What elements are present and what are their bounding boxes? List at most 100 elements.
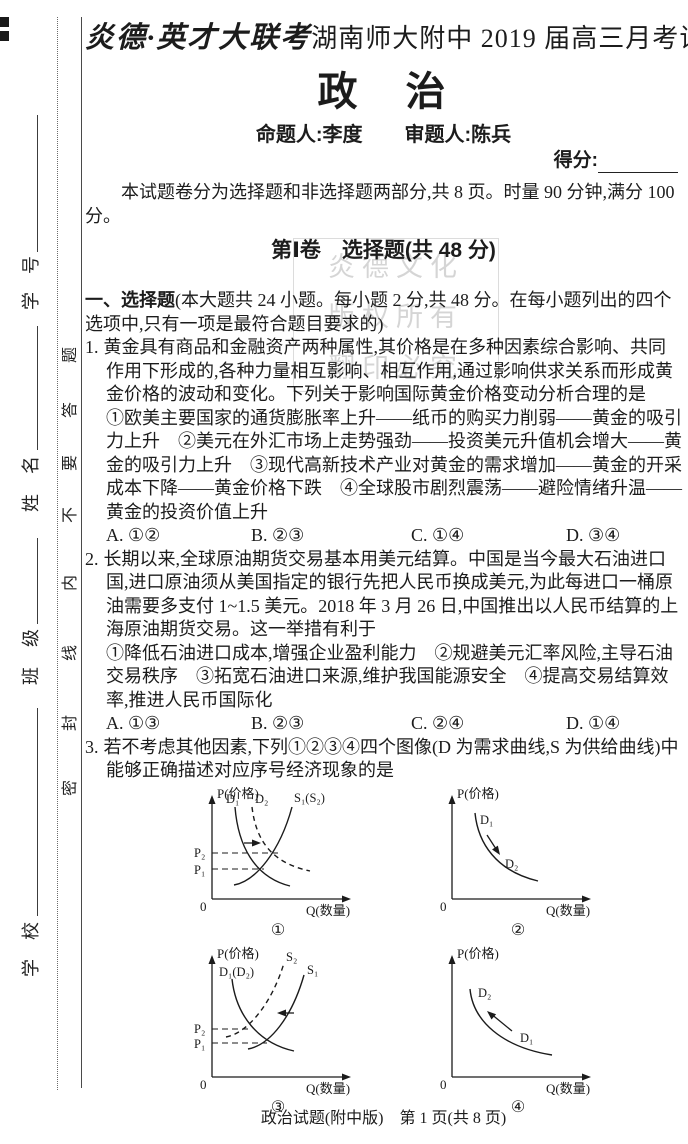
origin-label: 0: [440, 899, 447, 914]
x-axis-label: Q(数量): [306, 903, 350, 918]
x-axis-arrow: [582, 895, 591, 902]
d-label: D₁(D₂): [219, 965, 254, 979]
graph-2: P(价格) D₁ D₂ 0 Q(数量) ②: [440, 787, 591, 939]
d1-label: D₁: [480, 813, 493, 827]
d2-label: D₂: [505, 857, 518, 871]
y-axis-arrow: [208, 794, 216, 804]
supply-curve-s1: [247, 974, 305, 1050]
option-d: D. ①④: [566, 713, 621, 733]
graph-3: P(价格) D₁(D₂) S₂ S₁ P₂ P₁ 0 Q(数量) ③: [194, 946, 351, 1116]
setter-name: 命题人:李度: [255, 124, 363, 146]
exam-page: 炎德·英才大联考湖南师大附中 2019 届高三月考试卷(一) 政 治 命题人:李…: [85, 0, 688, 1117]
graph-number: ①: [271, 922, 285, 939]
graph-number: ②: [511, 922, 525, 939]
demand-curve: [474, 812, 539, 882]
question-stem: 3. 若不考虑其他因素,下列①②③④四个图像(D 为需求曲线,S 为供给曲线)中能…: [85, 736, 682, 783]
shift-right-arrow: [252, 839, 261, 846]
x-axis-arrow: [342, 1073, 351, 1080]
seal-phrase-char: 密: [62, 780, 79, 797]
supply-curve-s2: [225, 962, 285, 1038]
student-id-blank-line: [37, 115, 38, 252]
origin-label: 0: [200, 1077, 207, 1092]
name-blank-line: [37, 326, 38, 450]
d1-label: D₁: [226, 792, 239, 806]
shift-left-arrow: [277, 1009, 286, 1016]
demand-curve: [231, 978, 295, 1052]
school-blank-line: [37, 708, 38, 916]
section-intro-rest: (本大题共 24 小题。每小题 2 分,共 48 分。在每小题列出的四个选项中,…: [85, 290, 672, 334]
seal-phrase-char: 线: [62, 645, 79, 662]
registration-mark: [0, 31, 9, 41]
school-label-char: 校: [21, 922, 41, 940]
reviewer-name: 审题人:陈兵: [404, 124, 512, 146]
options-row: A. ①② B. ②③ C. ①④ D. ③④: [85, 524, 682, 548]
seal-margin: 号 学 名 姓 级 班 校 学 题 答 要 不 内 线 封 密: [0, 0, 84, 1144]
origin-label: 0: [440, 1077, 447, 1092]
demand-curve: [469, 988, 553, 1056]
d2-label: D₂: [255, 792, 268, 806]
score-label: 得分:: [553, 150, 598, 171]
registration-mark: [0, 17, 9, 27]
question-2: 2. 长期以来,全球原油期货交易基本用美元结算。中国是当今最大石油进口国,进口原油…: [85, 548, 682, 736]
exam-header: 炎德·英才大联考湖南师大附中 2019 届高三月考试卷(一): [85, 20, 688, 61]
seal-phrase-char: 答: [62, 402, 79, 419]
option-c: C. ①④: [411, 525, 465, 545]
student-id-label-char: 号: [21, 256, 41, 274]
option-c: C. ②④: [411, 713, 465, 733]
p2-label: P₂: [194, 846, 205, 860]
graph-4: P(价格) D₂ D₁ 0 Q(数量) ④: [440, 946, 591, 1116]
p2-label: P₂: [194, 1022, 205, 1036]
x-axis-label: Q(数量): [546, 903, 590, 918]
page-footer: 政治试题(附中版) 第 1 页(共 8 页): [260, 1110, 507, 1127]
option-b: B. ②③: [251, 713, 305, 733]
supply-curve: [233, 806, 293, 886]
subject-title: 政 治: [317, 70, 450, 114]
demand-curve-d2: [251, 806, 311, 872]
question-number: 3.: [85, 736, 99, 757]
seal-phrase-char: 封: [62, 715, 79, 732]
class-label-char: 级: [21, 629, 41, 647]
question-stem: 2. 长期以来,全球原油期货交易基本用美元结算。中国是当今最大石油进口国,进口原油…: [85, 548, 682, 642]
y-axis-label: P(价格): [457, 946, 499, 961]
seal-phrase-char: 不: [62, 507, 79, 524]
seal-phrase-char: 内: [62, 575, 79, 592]
content-border-line: [81, 17, 82, 1088]
y-axis-label: P(价格): [457, 787, 499, 801]
question-1: 1. 黄金具有商品和金融资产两种属性,其价格是在多种因素综合影响、共同作用下形成的…: [85, 336, 682, 548]
question-number: 2.: [85, 548, 99, 569]
origin-label: 0: [200, 899, 207, 914]
section-1-title: 第Ⅰ卷 选择题(共 48 分): [271, 239, 496, 262]
exam-instructions: 本试题卷分为选择题和非选择题两部分,共 8 页。时量 90 分钟,满分 100 …: [85, 182, 675, 226]
s1-label: S₁: [307, 963, 318, 977]
graph-1: P(价格) D₁ D₂ S₁(S₂) P₂ P₁ 0 Q(数量) ①: [194, 787, 351, 939]
y-axis-label: P(价格): [217, 787, 259, 801]
p1-label: P₁: [194, 863, 205, 877]
option-a: A. ①③: [106, 713, 161, 733]
s-label: S₁(S₂): [294, 791, 325, 805]
y-axis-label: P(价格): [217, 946, 259, 961]
brand-title: 炎德·英才大联考: [85, 22, 312, 54]
movement-arrow: [487, 1010, 497, 1020]
y-axis-arrow: [448, 794, 456, 804]
demand-curve-d1: [234, 806, 291, 887]
y-axis-arrow: [208, 954, 216, 964]
question-stem-text: 若不考虑其他因素,下列①②③④四个图像(D 为需求曲线,S 为供给曲线)中能够正…: [103, 736, 679, 781]
question-stem: 1. 黄金具有商品和金融资产两种属性,其价格是在多种因素综合影响、共同作用下形成的…: [85, 336, 682, 407]
x-axis-label: Q(数量): [306, 1081, 350, 1096]
x-axis-arrow: [582, 1073, 591, 1080]
y-axis-arrow: [448, 954, 456, 964]
setter-line: 命题人:李度 审题人:陈兵: [85, 123, 682, 147]
question-3: 3. 若不考虑其他因素,下列①②③④四个图像(D 为需求曲线,S 为供给曲线)中能…: [85, 736, 682, 1117]
graph-number: ④: [511, 1099, 525, 1116]
question-number: 1.: [85, 337, 99, 357]
score-row: 得分:: [85, 149, 682, 173]
score-blank-line: [598, 154, 678, 173]
seal-phrase-char: 要: [62, 455, 79, 472]
class-blank-line: [37, 538, 38, 624]
student-id-label-char: 学: [21, 292, 41, 310]
section-intro: 一、选择题(本大题共 24 小题。每小题 2 分,共 48 分。在每小题列出的四…: [85, 289, 682, 336]
name-label-char: 姓: [21, 494, 41, 512]
option-a: A. ①②: [106, 525, 161, 545]
options-row: A. ①③ B. ②③ C. ②④ D. ①④: [85, 712, 682, 736]
option-b: B. ②③: [251, 525, 305, 545]
